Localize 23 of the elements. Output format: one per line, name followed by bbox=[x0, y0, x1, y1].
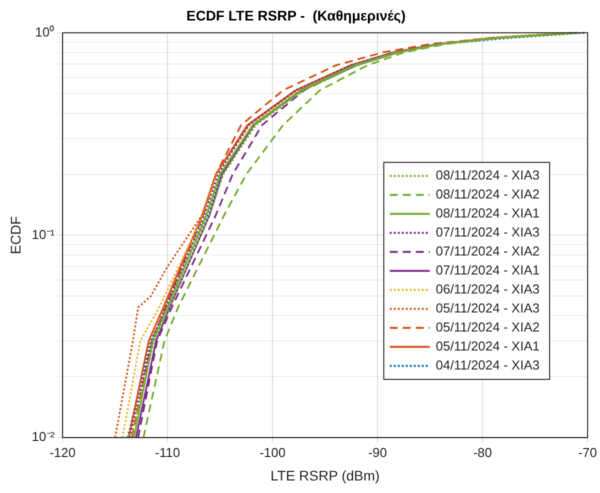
legend-label: 04/11/2024 - XIA3 bbox=[436, 357, 540, 372]
legend-label: 07/11/2024 - XIA1 bbox=[436, 262, 540, 278]
chart-title: ECDF LTE RSRP - (Καθημερινές) bbox=[186, 7, 406, 24]
y-axis-title: ECDF bbox=[7, 216, 24, 254]
x-tick-label: -80 bbox=[473, 444, 492, 460]
y-tick-label: 10⁻² bbox=[32, 429, 56, 444]
legend-label: 06/11/2024 - XIA3 bbox=[436, 281, 540, 296]
y-tick-label: 10⁰ bbox=[35, 24, 55, 40]
y-tick-label: 10⁻¹ bbox=[32, 226, 56, 242]
legend-label: 05/11/2024 - XIA3 bbox=[436, 300, 540, 316]
legend-label: 08/11/2024 - XIA2 bbox=[436, 186, 540, 202]
x-tick-label: -110 bbox=[155, 444, 180, 460]
x-tick-label: -100 bbox=[260, 444, 286, 460]
x-tick-label: -70 bbox=[578, 444, 598, 460]
legend-label: 05/11/2024 - XIA1 bbox=[436, 338, 540, 354]
legend-label: 05/11/2024 - XIA2 bbox=[436, 319, 540, 334]
legend-label: 07/11/2024 - XIA2 bbox=[436, 243, 540, 258]
legend-label: 07/11/2024 - XIA3 bbox=[436, 224, 540, 240]
x-axis-title: LTE RSRP (dBm) bbox=[270, 467, 380, 484]
legend-label: 08/11/2024 - XIA3 bbox=[436, 167, 540, 182]
x-tick-label: -90 bbox=[368, 444, 387, 460]
legend-label: 08/11/2024 - XIA1 bbox=[436, 205, 540, 220]
x-tick-label: -120 bbox=[50, 444, 76, 460]
